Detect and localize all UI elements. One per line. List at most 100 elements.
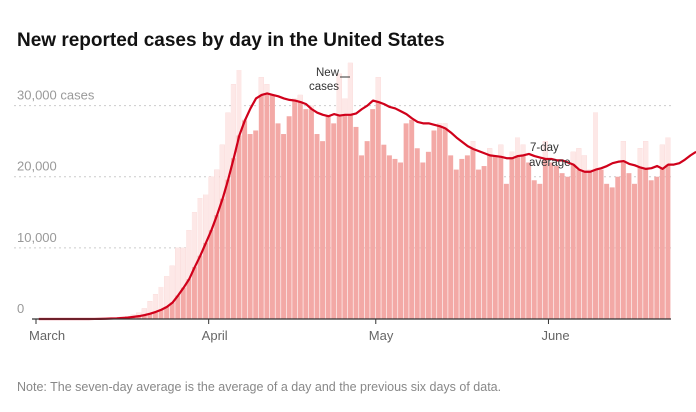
bar [242, 119, 248, 319]
bar [425, 151, 431, 319]
bar [554, 166, 559, 319]
bar [665, 137, 671, 319]
bar [503, 183, 509, 319]
bar-above-average [576, 148, 582, 170]
bar-above-average [197, 198, 203, 256]
bar [359, 155, 365, 319]
bar [264, 84, 270, 319]
bar-above-average [620, 141, 626, 162]
bar [314, 134, 320, 319]
bar-above-average [225, 112, 231, 180]
bar-above-average [643, 141, 649, 169]
bar [214, 169, 220, 319]
bar [487, 148, 493, 319]
bar [526, 162, 532, 319]
average-line [38, 92, 696, 321]
bar-above-average [152, 294, 158, 312]
bar [587, 169, 593, 319]
bar [593, 112, 598, 319]
bar-above-average [208, 176, 214, 231]
bar [498, 144, 504, 319]
bar [637, 148, 643, 319]
bar-above-average [164, 276, 170, 307]
bar [609, 187, 615, 319]
annotations: New cases 7-day average [309, 67, 571, 169]
bar [375, 77, 381, 319]
bar-above-average [186, 230, 192, 280]
bar-above-average [141, 308, 147, 316]
bar-above-average [515, 137, 521, 157]
bar [626, 173, 632, 319]
bar [258, 77, 264, 319]
bar [542, 141, 548, 319]
bar [253, 130, 259, 319]
bar-above-average [258, 77, 264, 95]
bar [398, 162, 404, 319]
bar [576, 148, 582, 319]
bar [442, 123, 448, 319]
x-axis: March April May June [29, 318, 671, 343]
bar [437, 123, 443, 319]
bar [520, 144, 526, 319]
bar [598, 169, 604, 319]
bar [331, 123, 337, 319]
bar [459, 158, 465, 319]
bar [448, 155, 454, 319]
bar-above-average [169, 265, 175, 303]
bar-above-average [570, 151, 576, 165]
bar-above-average [520, 144, 526, 156]
bar [281, 134, 287, 319]
bar-above-average [581, 155, 587, 172]
bar [632, 183, 637, 319]
bar-above-average [308, 105, 314, 110]
bar [336, 73, 342, 319]
gridlines: 0 10,000 20,000 30,000 cases [14, 88, 671, 316]
bar [615, 176, 621, 319]
chart-title: New reported cases by day in the United … [17, 30, 445, 51]
bar [659, 144, 665, 319]
bar [537, 183, 543, 319]
chart-note: Note: The seven-day average is the avera… [17, 380, 502, 394]
y-tick-label: 20,000 [17, 159, 57, 174]
bar-above-average [297, 94, 303, 103]
bar-above-average [136, 312, 142, 317]
bar [386, 155, 392, 319]
bar [559, 173, 565, 319]
bar-above-average [637, 148, 643, 168]
bar [225, 112, 231, 319]
annotation-average-line1: 7-day [530, 142, 559, 154]
y-tick-label: 10,000 [17, 230, 57, 245]
bar-above-average [437, 123, 443, 127]
bar [230, 84, 236, 319]
bar [236, 70, 242, 319]
bar [654, 176, 660, 319]
bar [308, 105, 314, 319]
bar [286, 116, 292, 319]
bar-above-average [347, 62, 353, 115]
bar-above-average [498, 144, 504, 157]
bar [208, 176, 214, 319]
x-tick-label: March [29, 328, 65, 343]
bar [643, 141, 649, 319]
bar [342, 98, 348, 319]
bar [509, 151, 515, 319]
bar [581, 155, 587, 319]
bar [648, 180, 654, 319]
bar-above-average [230, 84, 236, 159]
bar [515, 137, 521, 319]
bar [565, 176, 571, 319]
x-tick-label: June [541, 328, 569, 343]
x-tick-label: May [369, 328, 394, 343]
bar-above-average [180, 247, 186, 288]
bar [325, 116, 331, 319]
bar [453, 169, 459, 319]
bar [353, 126, 359, 320]
bar [370, 109, 376, 319]
bar [604, 183, 610, 319]
y-tick-label: 30,000 cases [17, 88, 95, 103]
bar-above-average [542, 141, 548, 159]
bar-above-average [487, 148, 493, 156]
bar-above-average [665, 137, 671, 165]
bar-above-average [175, 247, 181, 296]
